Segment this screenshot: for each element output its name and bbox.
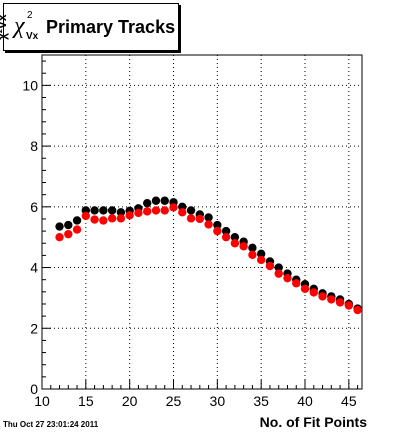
data-point-series-2 bbox=[265, 261, 275, 271]
data-point-series-2 bbox=[256, 255, 266, 265]
x-tick-label: 10 bbox=[34, 393, 50, 409]
y-tick-label: 2 bbox=[30, 320, 38, 336]
y-tick-label: 10 bbox=[22, 77, 38, 93]
data-point-series-2 bbox=[292, 279, 301, 288]
plot-frame bbox=[41, 54, 363, 390]
y-axis-label: χ²Vx bbox=[0, 14, 9, 40]
data-points bbox=[55, 196, 362, 315]
data-point-series-2 bbox=[283, 273, 292, 283]
data-point-series-2 bbox=[186, 214, 196, 223]
data-point-series-2 bbox=[239, 242, 248, 251]
data-point-series-2 bbox=[204, 220, 213, 229]
data-point-series-2 bbox=[160, 206, 169, 215]
data-point-series-2 bbox=[353, 305, 362, 315]
data-point-series-1 bbox=[160, 196, 169, 205]
x-tick-label: 45 bbox=[341, 393, 357, 409]
data-point-series-1 bbox=[55, 222, 64, 231]
data-point-series-1 bbox=[107, 206, 117, 215]
data-point-series-2 bbox=[335, 298, 345, 307]
grid-lines bbox=[42, 55, 362, 389]
x-tick-label: 40 bbox=[297, 393, 313, 409]
x-tick-label: 25 bbox=[166, 393, 182, 409]
title-symbol-sub: Vx bbox=[26, 31, 39, 42]
data-point-series-1 bbox=[256, 249, 266, 259]
title-box: χ 2 Vx Primary Tracks bbox=[3, 3, 179, 51]
title-symbol: χ bbox=[14, 13, 25, 39]
data-point-series-1 bbox=[151, 196, 161, 205]
x-axis-label: No. of Fit Points bbox=[259, 414, 367, 430]
data-point-series-2 bbox=[300, 284, 310, 293]
x-tick-label: 35 bbox=[253, 393, 269, 409]
data-point-series-2 bbox=[107, 214, 117, 223]
data-point-series-1 bbox=[186, 206, 196, 215]
data-point-series-1 bbox=[99, 206, 108, 215]
data-point-series-2 bbox=[309, 288, 318, 297]
data-point-series-2 bbox=[195, 214, 205, 224]
data-point-series-1 bbox=[90, 206, 99, 215]
data-point-series-1 bbox=[143, 198, 152, 208]
data-point-series-2 bbox=[125, 211, 134, 220]
data-point-series-1 bbox=[230, 232, 240, 242]
data-point-series-2 bbox=[213, 226, 222, 236]
data-point-series-2 bbox=[81, 211, 91, 221]
data-point-series-2 bbox=[72, 225, 82, 234]
data-point-series-2 bbox=[230, 239, 240, 248]
data-point-series-2 bbox=[99, 216, 108, 225]
y-tick-label: 8 bbox=[30, 138, 38, 154]
data-point-series-2 bbox=[90, 215, 99, 224]
data-point-series-1 bbox=[204, 213, 213, 222]
data-point-series-1 bbox=[274, 263, 283, 272]
data-point-series-1 bbox=[213, 220, 222, 230]
x-tick-label: 30 bbox=[210, 393, 226, 409]
data-point-series-2 bbox=[327, 295, 336, 304]
data-point-series-2 bbox=[274, 269, 283, 278]
data-point-series-2 bbox=[178, 208, 187, 217]
data-point-series-2 bbox=[55, 232, 64, 242]
timestamp: Thu Oct 27 23:01:24 2011 bbox=[3, 420, 99, 429]
y-tick-label: 6 bbox=[30, 199, 38, 215]
data-point-series-2 bbox=[169, 203, 178, 212]
x-tick-label: 20 bbox=[122, 393, 138, 409]
chart-title: Primary Tracks bbox=[46, 17, 176, 37]
tick-labels: 10 15 20 25 30 35 40 45 0 2 4 6 8 10 bbox=[22, 77, 356, 409]
axis-ticks bbox=[41, 60, 359, 390]
data-point-series-1 bbox=[64, 220, 73, 230]
data-point-series-2 bbox=[151, 206, 161, 215]
x-tick-label: 15 bbox=[78, 393, 94, 409]
data-point-series-2 bbox=[134, 208, 143, 218]
data-point-series-1 bbox=[221, 226, 231, 236]
data-point-series-2 bbox=[221, 232, 231, 242]
data-point-series-2 bbox=[143, 207, 152, 216]
y-tick-label: 4 bbox=[30, 260, 38, 276]
title-symbol-sup: 2 bbox=[27, 10, 33, 21]
data-point-series-2 bbox=[344, 301, 354, 310]
y-tick-label: 0 bbox=[30, 381, 38, 397]
data-point-series-2 bbox=[116, 214, 126, 223]
data-point-series-1 bbox=[116, 208, 126, 217]
data-point-series-1 bbox=[72, 216, 82, 225]
data-point-series-1 bbox=[248, 243, 257, 253]
data-point-series-2 bbox=[318, 292, 327, 301]
data-point-series-2 bbox=[64, 229, 73, 239]
data-point-series-2 bbox=[248, 250, 257, 259]
